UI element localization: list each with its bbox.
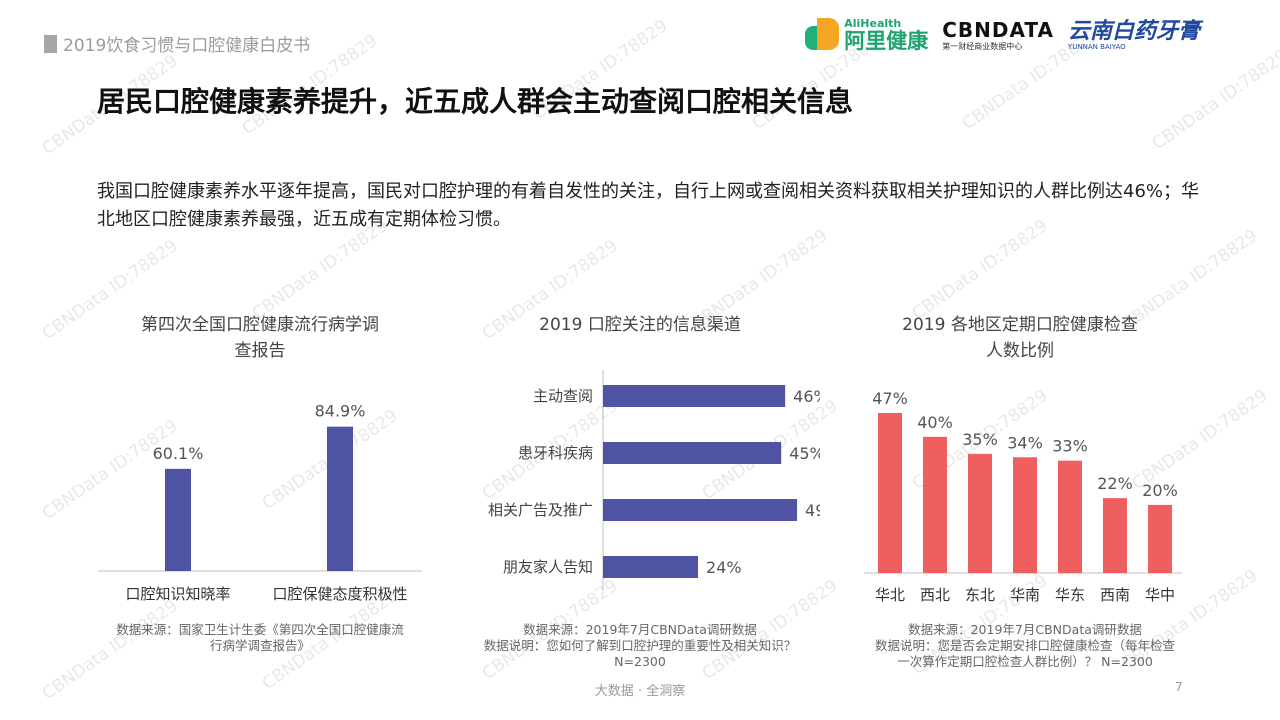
chart2-category-label: 朋友家人告知 — [503, 558, 593, 576]
chart3-category-label: 西南 — [1100, 586, 1130, 604]
chart2-bar — [603, 442, 782, 464]
chart3-category-label: 华中 — [1145, 586, 1175, 604]
chart3-vertical-bar-chart: 47% 华北 40% 西北 35% 东北 34% 华南 33% 华东 22% 西南 20% 华中 — [864, 389, 1182, 604]
chart3-source-line2: 数据说明：您是否会定期安排口腔健康检查（每年检查 — [874, 638, 1175, 653]
chart1-source: 数据来源：国家卫生计生委《第四次全国口腔健康流 行病学调查报告》 — [90, 622, 430, 654]
chart3-bar — [1058, 460, 1082, 573]
chart1-source-line1: 数据来源：国家卫生计生委《第四次全国口腔健康流 — [116, 622, 404, 637]
chart2-value-label: 24% — [706, 558, 742, 577]
chart1-title: 第四次全国口腔健康流行病学调 查报告 — [100, 312, 420, 364]
watermark-text: CBNData ID:78829 — [1148, 45, 1280, 155]
chart2-value-label: 46% — [793, 387, 820, 406]
chart3-category-label: 西北 — [920, 586, 950, 604]
yunnan-baiyao-logo: 云南白药牙膏 YUNNAN BAIYAO — [1068, 20, 1200, 51]
chart2-value-label: 49% — [805, 501, 820, 520]
chart3-title-line1: 2019 各地区定期口腔健康检查 — [902, 315, 1138, 335]
chart1-source-line2: 行病学调查报告》 — [209, 638, 310, 653]
yunnan-cn: 云南白药牙膏 — [1067, 17, 1200, 44]
cbndata-sub: 第一财经商业数据中心 — [942, 41, 1023, 51]
header-square-icon — [44, 34, 57, 53]
chart3-bar — [968, 453, 992, 573]
alihealth-logo: AliHealth 阿里健康 — [805, 18, 928, 52]
chart3-title: 2019 各地区定期口腔健康检查 人数比例 — [860, 312, 1180, 364]
chart3-title-line2: 人数比例 — [986, 341, 1054, 361]
alihealth-cn: 阿里健康 — [844, 29, 929, 53]
alihealth-mark-icon — [805, 18, 840, 52]
chart2-title: 2019 口腔关注的信息渠道 — [470, 312, 810, 338]
chart3-source-line1: 数据来源：2019年7月CBNData调研数据 — [908, 622, 1142, 637]
chart3-value-label: 33% — [1052, 437, 1088, 456]
chart2-category-label: 患牙科疾病 — [518, 444, 593, 462]
chart3-category-label: 东北 — [965, 586, 995, 604]
chart2-category-label: 主动查阅 — [533, 387, 593, 405]
page-title: 居民口腔健康素养提升，近五成人群会主动查阅口腔相关信息 — [97, 85, 854, 118]
chart1-vertical-bar-chart: 60.1% 口腔知识知晓率 84.9% 口腔保健态度积极性 — [98, 402, 422, 603]
chart3-category-label: 华东 — [1055, 586, 1085, 604]
chart3-value-label: 47% — [872, 389, 908, 408]
chart2-source-line3: N=2300 — [614, 654, 666, 669]
chart1-bar — [327, 426, 353, 571]
chart1-bar — [165, 468, 191, 571]
chart3-bar — [878, 413, 902, 573]
chart2-source-line1: 数据来源：2019年7月CBNData调研数据 — [523, 622, 757, 637]
chart1-category-label: 口腔知识知晓率 — [125, 585, 230, 603]
partner-logos: AliHealth 阿里健康 CBNDATA 第一财经商业数据中心 云南白药牙膏… — [805, 18, 1200, 52]
footer-slogan: 大数据 · 全洞察 — [594, 684, 686, 699]
chart3-value-label: 40% — [917, 413, 953, 432]
chart2-horizontal-bar-chart: 主动查阅 46% 患牙科疾病 45% 相关广告及推广 49% 朋友家人告知 24% — [488, 370, 820, 590]
alihealth-en: AliHealth — [844, 17, 902, 30]
page-number: 7 — [1175, 680, 1183, 694]
report-header: 2019饮食习惯与口腔健康白皮书 — [44, 31, 310, 56]
cbndata-name: CBNDATA — [942, 17, 1054, 42]
chart2-value-label: 45% — [789, 444, 820, 463]
chart3-source-line3: 一次算作定期口腔检查人群比例）？ N=2300 — [897, 654, 1153, 669]
chart3-value-label: 22% — [1097, 474, 1133, 493]
chart3-category-label: 华北 — [875, 586, 905, 604]
chart1-category-label: 口腔保健态度积极性 — [272, 585, 407, 603]
chart2-source: 数据来源：2019年7月CBNData调研数据 数据说明：您如何了解到口腔护理的… — [460, 622, 820, 670]
chart3-source: 数据来源：2019年7月CBNData调研数据 数据说明：您是否会定期安排口腔健… — [850, 622, 1200, 670]
chart3-value-label: 35% — [962, 430, 998, 449]
cbndata-logo: CBNDATA 第一财经商业数据中心 — [942, 20, 1054, 51]
yunnan-en: YUNNAN BAIYAO — [1067, 42, 1126, 51]
chart2-title-line1: 2019 口腔关注的信息渠道 — [539, 315, 741, 335]
chart2-bar — [603, 499, 798, 521]
chart2-category-label: 相关广告及推广 — [488, 501, 593, 519]
chart3-category-label: 华南 — [1010, 586, 1040, 604]
chart3-bar — [1013, 457, 1037, 573]
page-description: 我国口腔健康素养水平逐年提高，国民对口腔护理的有着自发性的关注，自行上网或查阅相… — [97, 181, 1200, 230]
report-name: 2019饮食习惯与口腔健康白皮书 — [63, 36, 311, 56]
chart3-value-label: 34% — [1007, 433, 1043, 452]
chart1-value-label: 60.1% — [153, 444, 204, 463]
chart3-bar — [923, 436, 947, 573]
chart3-bar — [1103, 498, 1127, 573]
chart2-bar — [603, 385, 786, 407]
chart3-bar — [1148, 504, 1172, 573]
chart2-source-line2: 数据说明：您如何了解到口腔护理的重要性及相关知识？ — [483, 638, 797, 653]
chart2-bar — [603, 556, 699, 578]
chart1-title-line1: 第四次全国口腔健康流行病学调 — [141, 315, 379, 335]
chart1-value-label: 84.9% — [315, 402, 366, 421]
chart1-title-line2: 查报告 — [234, 341, 286, 361]
chart3-value-label: 20% — [1142, 481, 1178, 500]
